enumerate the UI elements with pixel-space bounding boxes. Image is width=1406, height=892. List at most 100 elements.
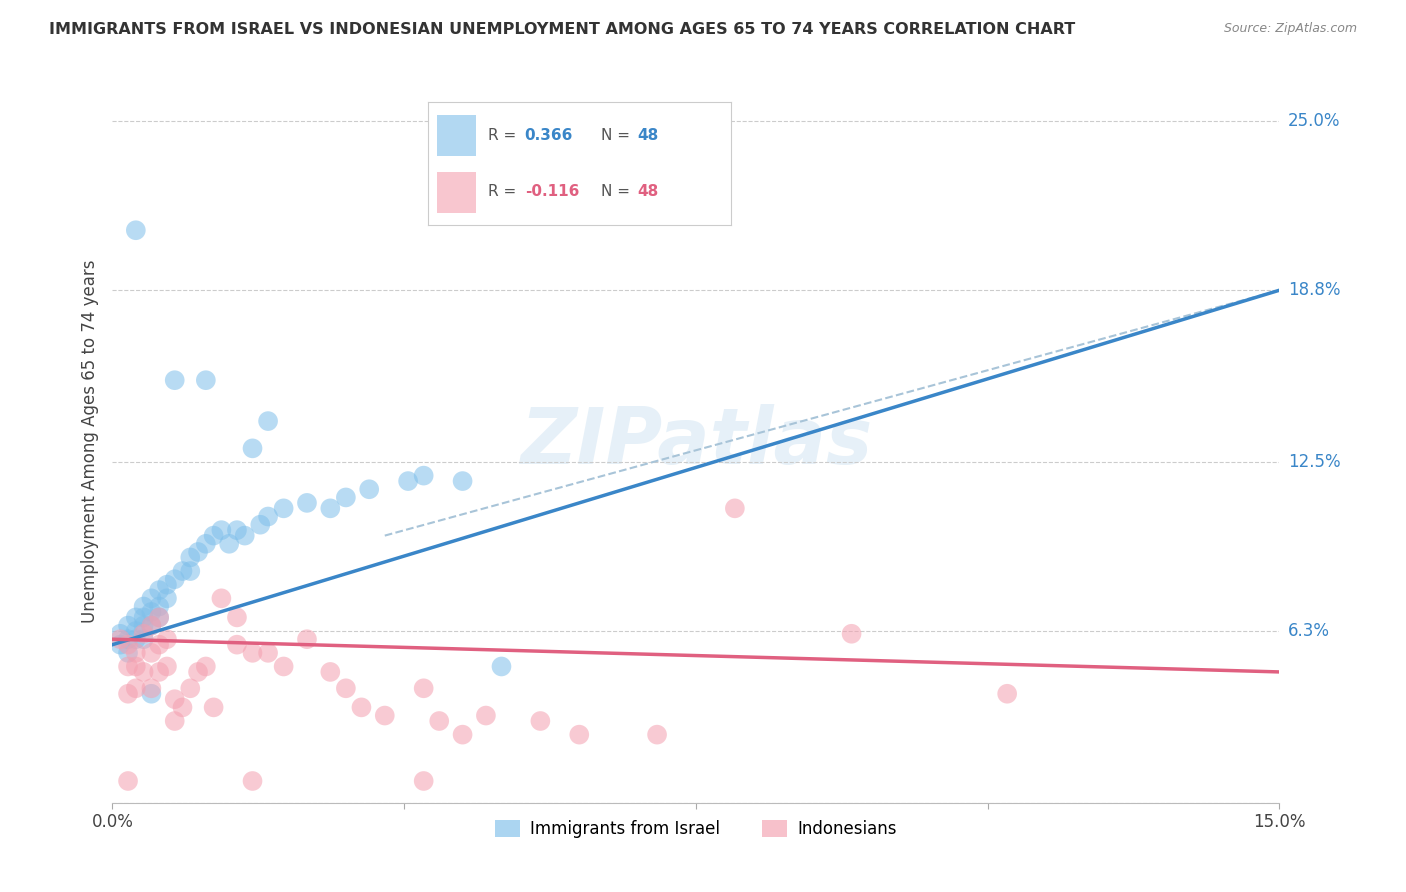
Point [295, 496, 318, 510]
Text: 25.0%: 25.0% [1288, 112, 1340, 130]
Point [475, 708, 498, 723]
Point [125, 223, 148, 237]
Point [350, 700, 373, 714]
Point [451, 474, 474, 488]
Point [132, 618, 155, 632]
Point [163, 692, 186, 706]
Point [148, 665, 170, 679]
Text: IMMIGRANTS FROM ISRAEL VS INDONESIAN UNEMPLOYMENT AMONG AGES 65 TO 74 YEARS CORR: IMMIGRANTS FROM ISRAEL VS INDONESIAN UNE… [49, 22, 1076, 37]
Text: 18.8%: 18.8% [1288, 281, 1340, 299]
Point [841, 626, 863, 640]
Point [374, 708, 396, 723]
Point [141, 687, 163, 701]
Point [110, 632, 132, 647]
Point [117, 646, 139, 660]
Point [335, 681, 357, 696]
Point [242, 442, 264, 456]
Point [209, 523, 232, 537]
Point [156, 632, 179, 647]
Point [427, 714, 450, 728]
Point [117, 774, 139, 789]
Point [156, 591, 179, 606]
Point [724, 501, 747, 516]
Point [412, 468, 434, 483]
Point [233, 528, 256, 542]
Point [226, 638, 249, 652]
Point [202, 528, 225, 542]
Point [125, 624, 148, 638]
Point [273, 659, 295, 673]
Point [148, 610, 170, 624]
Point [110, 638, 132, 652]
Point [295, 632, 318, 647]
Point [491, 659, 513, 673]
Point [194, 537, 217, 551]
Point [141, 618, 163, 632]
Y-axis label: Unemployment Among Ages 65 to 74 years: Unemployment Among Ages 65 to 74 years [80, 260, 98, 624]
Point [148, 599, 170, 614]
Point [125, 681, 148, 696]
Point [125, 632, 148, 647]
Point [132, 626, 155, 640]
Point [187, 545, 209, 559]
Point [141, 681, 163, 696]
Point [141, 605, 163, 619]
Point [412, 774, 434, 789]
Point [163, 572, 186, 586]
Point [257, 414, 280, 428]
Point [995, 687, 1018, 701]
Point [132, 632, 155, 647]
Text: Source: ZipAtlas.com: Source: ZipAtlas.com [1223, 22, 1357, 36]
Point [141, 618, 163, 632]
Point [172, 564, 194, 578]
Point [179, 681, 201, 696]
Point [125, 610, 148, 624]
Point [645, 728, 668, 742]
Point [529, 714, 551, 728]
Point [249, 517, 271, 532]
Legend: Immigrants from Israel, Indonesians: Immigrants from Israel, Indonesians [489, 814, 903, 845]
Point [187, 665, 209, 679]
Point [117, 618, 139, 632]
Point [148, 638, 170, 652]
Point [172, 700, 194, 714]
Point [202, 700, 225, 714]
Point [226, 610, 249, 624]
Point [568, 728, 591, 742]
Point [179, 550, 201, 565]
Point [242, 774, 264, 789]
Point [132, 599, 155, 614]
Text: 6.3%: 6.3% [1288, 622, 1330, 640]
Point [359, 482, 381, 496]
Point [451, 728, 474, 742]
Point [125, 646, 148, 660]
Point [396, 474, 419, 488]
Point [117, 632, 139, 647]
Point [148, 583, 170, 598]
Point [194, 373, 217, 387]
Point [257, 646, 280, 660]
Point [319, 665, 342, 679]
Point [257, 509, 280, 524]
Point [132, 665, 155, 679]
Point [125, 659, 148, 673]
Point [141, 646, 163, 660]
Point [218, 537, 240, 551]
Point [156, 577, 179, 591]
Point [209, 591, 232, 606]
Point [226, 523, 249, 537]
Point [117, 659, 139, 673]
Point [319, 501, 342, 516]
Point [148, 610, 170, 624]
Text: 12.5%: 12.5% [1288, 453, 1340, 471]
Point [117, 638, 139, 652]
Point [163, 714, 186, 728]
Point [163, 373, 186, 387]
Point [412, 681, 434, 696]
Point [194, 659, 217, 673]
Point [242, 646, 264, 660]
Point [156, 659, 179, 673]
Point [179, 564, 201, 578]
Point [110, 626, 132, 640]
Point [141, 591, 163, 606]
